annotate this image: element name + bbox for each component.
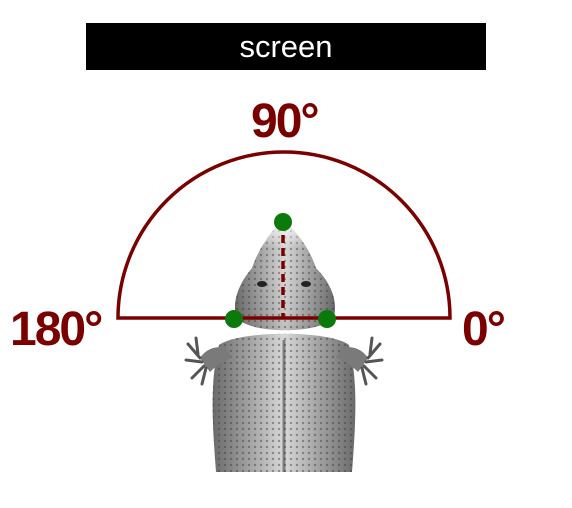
left-eye-marker [225,310,243,328]
angle-label-0: 0° [462,303,506,356]
bearded-dragon-icon [184,220,384,472]
screen-bar: screen [86,23,486,70]
angle-label-90: 90° [251,95,320,148]
angle-label-180: 180° [10,303,103,356]
angle-arc [116,150,452,320]
screen-label: screen [239,29,333,64]
right-eye-marker [318,310,336,328]
snout-marker [274,213,292,231]
